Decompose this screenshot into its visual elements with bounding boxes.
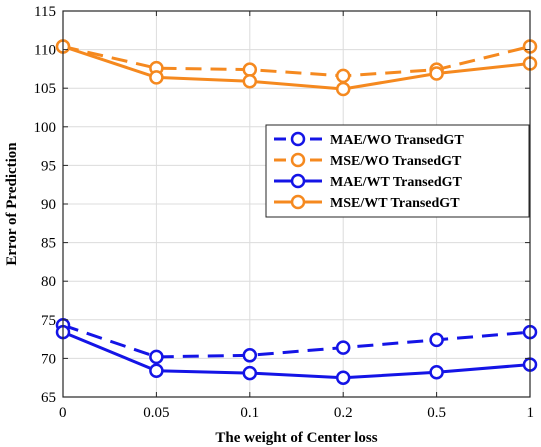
data-point [335,68,351,84]
data-point [335,81,351,97]
y-tick-label: 70 [41,351,56,367]
y-tick-label: 110 [34,43,56,59]
x-axis-label: The weight of Center loss [215,430,377,446]
legend-label: MAE/WT TransedGT [330,175,463,190]
legend-label: MSE/WO TransedGT [330,154,462,169]
legend-marker [290,194,306,210]
y-tick-label: 90 [41,197,56,213]
data-point [242,348,258,363]
series-line [62,330,531,380]
data-point [335,370,351,385]
series-line [62,45,531,78]
y-tick-label: 80 [41,274,56,290]
y-tick-label: 85 [41,236,56,252]
x-tick-label: 0.5 [427,405,446,421]
legend-marker [290,131,306,147]
y-axis-label: Error of Prediction [4,142,20,266]
y-tick-label: 105 [34,81,57,97]
data-point [242,62,258,77]
x-tick-label: 0.2 [334,405,353,421]
x-tick-label: 0 [59,405,67,421]
data-point [429,332,444,348]
legend: MAE/WO TransedGT MSE/WO TransedGT MAE/WT T… [265,124,530,218]
data-point [429,66,444,81]
y-tick-label: 115 [34,4,56,20]
y-tick-label: 100 [34,120,57,136]
y-tick-label: 65 [41,390,56,406]
series-line [62,45,531,91]
data-point [149,349,164,365]
y-tick-label: 75 [41,313,56,329]
ticks: 65 70 75 80 85 90 95 100 105 110 115 0 0.05 0.1 0.2 0.5… [34,4,535,421]
data-point [149,70,164,85]
x-tick-label: 0.1 [240,405,259,421]
data-point [242,365,258,381]
data-point [242,74,258,89]
x-tick-label: 1 [527,405,535,421]
data-point [429,365,444,380]
series-line [62,323,531,359]
legend-marker [290,152,306,168]
legend-label: MSE/WT TransedGT [330,196,460,211]
y-tick-label: 95 [41,158,56,174]
data-point [335,340,351,355]
legend-marker [290,173,306,189]
data-point [149,363,164,379]
legend-label: MAE/WO TransedGT [330,133,464,148]
x-tick-label: 0.05 [143,405,169,421]
